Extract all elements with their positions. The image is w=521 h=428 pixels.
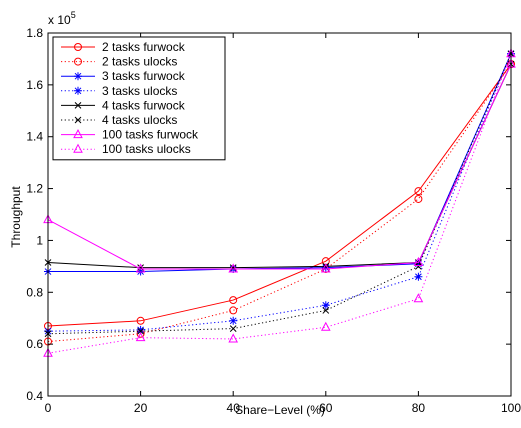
data-point [414,272,423,281]
legend-label: 3 tasks ulocks [102,84,177,98]
series-line [47,63,512,343]
y-tick-label: 1.8 [26,26,43,40]
y-tick-label: 0.8 [26,285,43,299]
x-tick-label: 20 [134,401,148,415]
series-line [47,63,512,327]
series-7 [43,58,516,273]
data-point [414,187,423,196]
legend-marker [74,43,82,51]
legend-entry: 4 tasks ulocks [61,113,177,127]
data-point [135,263,146,273]
legend-entry: 2 tasks ulocks [61,55,177,69]
legend-label: 2 tasks ulocks [102,55,177,69]
y-tick-label: 1.6 [26,78,43,92]
legend-marker [74,57,82,66]
data-point [135,332,146,342]
legend-entry: 3 tasks furwock [61,69,186,83]
data-point [321,301,330,310]
y-tick-label: 1 [36,233,43,247]
legend-label: 100 tasks furwock [102,128,199,142]
data-point [320,263,331,273]
data-point [320,321,331,331]
data-point [321,263,330,272]
y-axis-multiplier-exponent: 5 [71,10,76,20]
legend-marker [73,129,83,139]
series-6 [44,50,515,338]
x-axis-label: Share−Level (%) [235,403,325,417]
data-point [229,264,237,272]
legend-label: 4 tasks furwock [102,98,186,112]
data-point [414,259,423,268]
legend-label: 100 tasks ulocks [102,142,191,156]
x-tick-label: 0 [45,401,52,415]
y-tick-label: 1.4 [26,130,43,144]
legend-marker [73,143,83,153]
data-point [228,333,239,343]
legend-marker [74,72,82,81]
data-point [136,316,145,325]
x-tick-label: 80 [412,401,426,415]
data-point [229,325,237,332]
data-point [413,256,424,266]
x-tick-label: 100 [501,401,521,415]
legend-entry: 2 tasks furwock [61,40,186,54]
legend-entry: 3 tasks ulocks [61,84,177,98]
y-tick-label: 1.2 [26,182,43,196]
legend-entry: 100 tasks ulocks [61,142,191,156]
data-point [137,327,144,335]
y-tick-label: 0.6 [26,337,43,351]
plot-frame [47,32,512,397]
plot-area [43,48,516,357]
series-line [47,53,512,354]
data-point [415,263,422,270]
legend-marker [74,116,82,124]
legend-box [52,36,226,161]
data-point [229,306,238,315]
legend-label: 4 tasks ulocks [102,113,177,127]
data-point [229,316,238,325]
data-point [229,296,238,305]
legend-marker [74,86,82,95]
data-point [137,264,144,272]
data-point [413,293,424,303]
data-point [414,194,423,203]
legend-entry: 4 tasks furwock [61,98,186,112]
legend-entry: 100 tasks furwock [61,128,199,142]
legend-label: 3 tasks furwock [102,69,186,83]
legend-label: 2 tasks furwock [102,40,186,54]
axis-ticks: 0 20 40 60 80 100 0.4 0.6 0.8 1 1.2 1.4 1.6 1.8 [26,26,521,415]
series-line [47,63,512,270]
data-point [136,325,145,334]
y-tick-label: 0.4 [26,389,43,403]
legend-marker [74,102,82,109]
x-tick-label: 40 [227,401,241,415]
y-axis-label: Throughput [9,186,23,248]
data-point [322,307,330,314]
y-axis-multiplier: x 105 [48,10,76,27]
x-tick-label: 60 [319,401,333,415]
data-point [228,263,239,273]
